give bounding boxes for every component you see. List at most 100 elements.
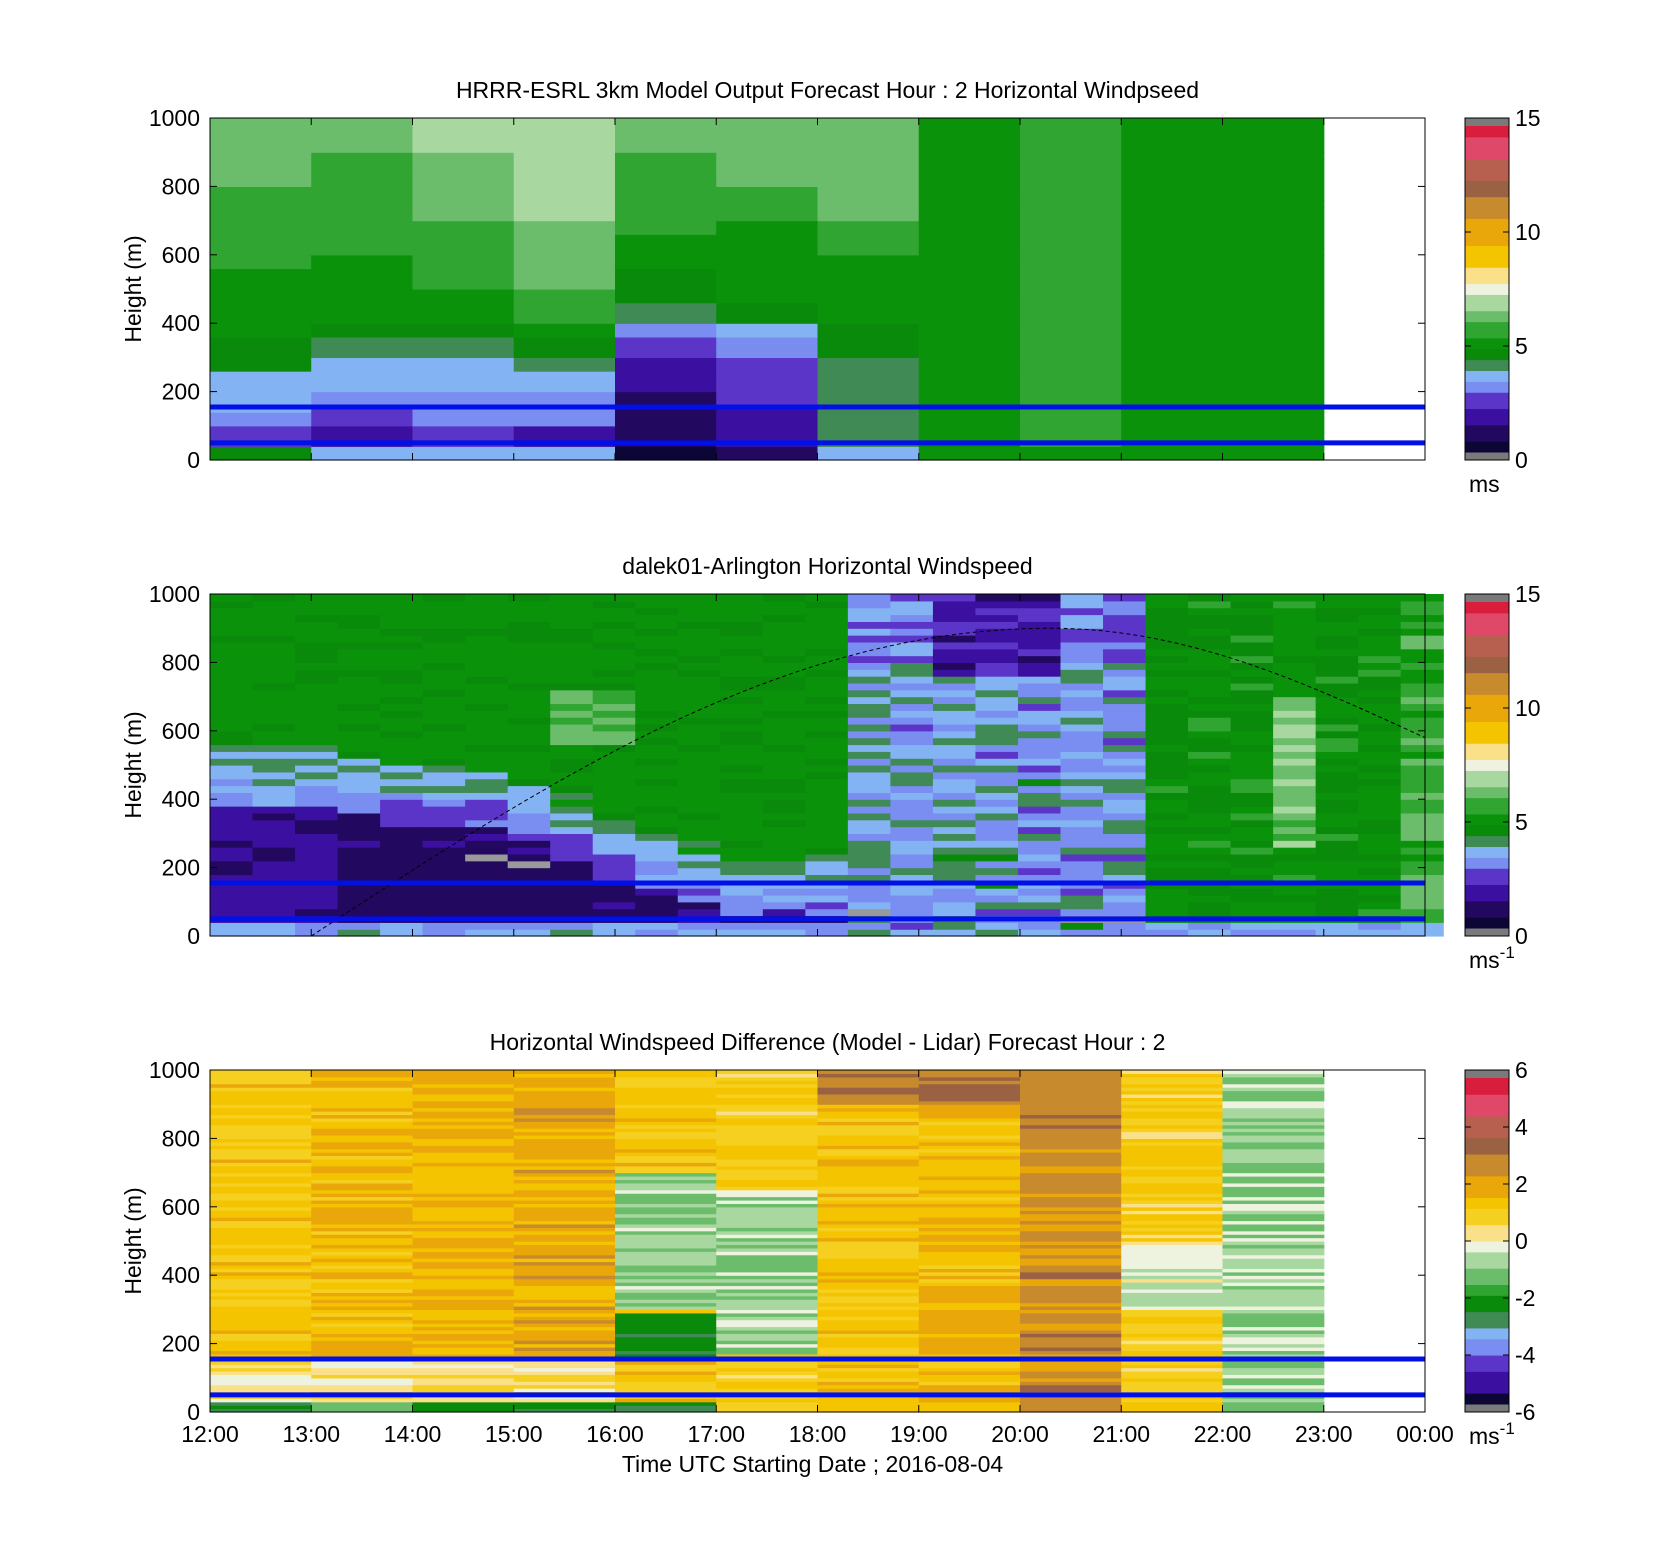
heatmap-cell [918, 1299, 1021, 1304]
heatmap-cell [295, 621, 339, 629]
heatmap-cell [847, 607, 891, 616]
heatmap-cell [762, 648, 806, 657]
heatmap-cell [412, 1111, 515, 1116]
heatmap-cell [465, 723, 509, 732]
heatmap-cell [465, 908, 509, 917]
heatmap-cell [210, 1271, 312, 1276]
heatmap-cell [1020, 1329, 1122, 1334]
heatmap-cell [210, 152, 312, 160]
heatmap-cell [210, 806, 254, 814]
heatmap-cell [412, 1121, 515, 1126]
heatmap-cell [1400, 853, 1444, 862]
heatmap-cell [1020, 1182, 1122, 1187]
heatmap-cell [932, 594, 977, 602]
heatmap-cell [805, 717, 849, 725]
heatmap-cell [716, 282, 819, 290]
colorbar-unit: ms [1469, 471, 1500, 497]
heatmap-cell [210, 323, 312, 331]
heatmap-cell [210, 641, 254, 650]
heatmap-cell [677, 860, 721, 869]
heatmap-cell [1358, 806, 1402, 814]
heatmap-cell [975, 730, 1019, 739]
heatmap-cell [615, 432, 717, 441]
heatmap-cell [1121, 275, 1224, 283]
heatmap-cell [847, 676, 891, 684]
heatmap-cell [1020, 1398, 1122, 1403]
heatmap-cell [1020, 138, 1122, 146]
heatmap-cell [210, 1134, 312, 1139]
heatmap-cell [975, 908, 1019, 917]
heatmap-cell [932, 908, 977, 917]
heatmap-cell [615, 1083, 717, 1088]
heatmap-cell [615, 1134, 717, 1139]
heatmap-cell [716, 1271, 819, 1276]
heatmap-cell [918, 1370, 1021, 1375]
heatmap-cell [295, 929, 339, 937]
heatmap-cell [210, 364, 312, 372]
heatmap-cell [1121, 1323, 1224, 1328]
heatmap-cell [817, 1340, 920, 1345]
heatmap-cell [507, 847, 551, 855]
heatmap-cell [311, 371, 414, 379]
heatmap-cell [918, 1353, 1021, 1358]
heatmap-cell [817, 1367, 920, 1372]
heatmap-cell [847, 635, 891, 643]
heatmap-cell [762, 778, 806, 787]
heatmap-cell [311, 1350, 414, 1355]
heatmap-cell [847, 594, 891, 602]
heatmap-cell [720, 676, 764, 684]
heatmap-cell [337, 648, 381, 657]
heatmap-cell [716, 1104, 819, 1109]
heatmap-cell [465, 710, 509, 718]
heatmap-cell [1358, 594, 1402, 602]
heatmap-cell [210, 391, 312, 400]
heatmap-cell [311, 1203, 414, 1208]
heatmap-cell [1222, 302, 1325, 311]
colorbar-segment [1465, 857, 1509, 864]
heatmap-cell [1020, 1360, 1122, 1365]
heatmap-cell [513, 1340, 616, 1345]
heatmap-cell [762, 628, 806, 636]
heatmap-cell [677, 621, 721, 629]
heatmap-cell [716, 412, 819, 420]
heatmap-cell [252, 614, 296, 622]
heatmap-cell [817, 1141, 920, 1146]
heatmap-cell [311, 1282, 414, 1287]
heatmap-cell [380, 648, 424, 657]
heatmap-cell [311, 131, 414, 140]
heatmap-cell [210, 1299, 312, 1304]
heatmap-cell [805, 867, 849, 876]
heatmap-cell [635, 860, 679, 869]
heatmap-cell [513, 1189, 616, 1194]
heatmap-cell [210, 1244, 312, 1249]
heatmap-cell [592, 621, 636, 629]
heatmap-cell [1222, 412, 1325, 420]
heatmap-cell [513, 364, 616, 372]
heatmap-cell [817, 309, 920, 317]
heatmap-cell [975, 751, 1019, 759]
heatmap-cell [513, 1258, 616, 1263]
heatmap-cell [513, 323, 616, 331]
heatmap-cell [817, 295, 920, 304]
heatmap-cell [1017, 894, 1062, 903]
heatmap-cell [1188, 648, 1232, 657]
heatmap-cell [311, 1241, 414, 1246]
heatmap-cell [890, 696, 934, 705]
heatmap-cell [412, 1258, 515, 1263]
heatmap-cell [1020, 1070, 1122, 1075]
heatmap-cell [635, 792, 679, 800]
heatmap-cell [918, 295, 1021, 304]
y-tick-label: 0 [187, 447, 200, 473]
heatmap-cell [210, 241, 312, 249]
colorbar-segment [1465, 1382, 1509, 1389]
heatmap-cell [507, 922, 551, 930]
heatmap-cell [975, 874, 1019, 882]
heatmap-cell [817, 1353, 920, 1358]
colorbar-segment [1465, 136, 1509, 143]
heatmap-cell [1020, 268, 1122, 276]
heatmap-cell [311, 1398, 414, 1403]
heatmap-cell [311, 179, 414, 187]
heatmap-cell [635, 628, 679, 636]
heatmap-cell [716, 234, 819, 242]
heatmap-cell [311, 1237, 414, 1242]
